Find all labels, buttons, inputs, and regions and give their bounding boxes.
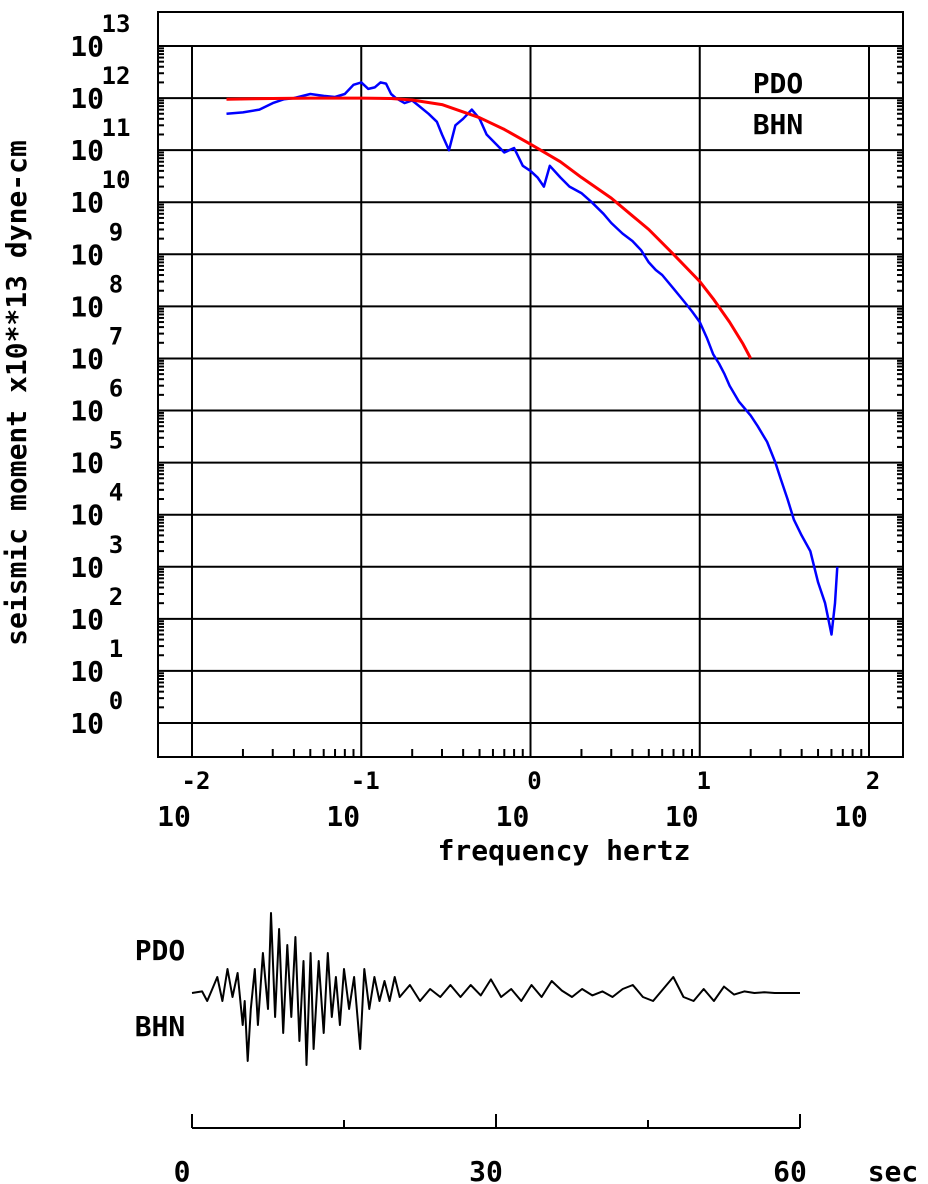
spectrum-series (226, 81, 839, 636)
y-tick-base: 10 (70, 342, 104, 375)
x-tick-exponent: 2 (866, 767, 880, 795)
time-axis-ticks (191, 1114, 801, 1128)
y-axis-label: seismic moment x10**13 dyne-cm (0, 140, 33, 646)
x-axis-label: frequency hertz (438, 834, 691, 867)
x-tick-exponent: -1 (351, 767, 380, 795)
y-tick-exponent: 1 (109, 635, 123, 663)
x-tick-base: 10 (496, 800, 530, 833)
time-tick-labels: 0 30 60 (174, 1155, 807, 1184)
y-tick-base: 10 (70, 603, 104, 636)
x-tick-exponent: 0 (527, 767, 541, 795)
y-tick-base: 10 (70, 30, 104, 63)
seismogram-chart: PDO BHN 0 30 60 sec (135, 912, 919, 1184)
x-tick-base: 10 (157, 800, 191, 833)
y-tick-exponent: 9 (109, 218, 123, 246)
y-tick-base: 10 (70, 499, 104, 532)
y-tick-exponent: 11 (102, 114, 131, 142)
y-tick-base: 10 (70, 238, 104, 271)
y-tick-base: 10 (70, 447, 104, 480)
observed-spectrum-line (226, 81, 839, 636)
y-tick-base: 10 (70, 655, 104, 688)
y-tick-exponent: 5 (109, 427, 123, 455)
y-tick-base: 10 (70, 82, 104, 115)
x-tick-labels: -2 10 -1 10 0 10 1 10 2 10 (157, 767, 880, 833)
time-tick-label: 0 (174, 1155, 191, 1184)
y-tick-exponent: 2 (109, 583, 123, 611)
y-tick-exponent: 12 (102, 62, 131, 90)
y-tick-exponent: 4 (109, 479, 123, 507)
y-tick-base: 10 (70, 290, 104, 323)
x-tick-base: 10 (665, 800, 699, 833)
spectrum-component-label: BHN (753, 108, 804, 141)
y-tick-base: 10 (70, 551, 104, 584)
time-axis-unit: sec (868, 1155, 919, 1184)
y-tick-base: 10 (70, 186, 104, 219)
y-tick-base: 10 (70, 134, 104, 167)
spectrum-station-label: PDO (753, 67, 804, 100)
y-tick-labels: 1013101210111010109108107106105104103102… (70, 10, 130, 740)
trace-station-label: PDO (135, 934, 186, 967)
y-tick-exponent: 10 (102, 166, 131, 194)
seismogram-trace (191, 912, 800, 1066)
y-tick-exponent: 3 (109, 531, 123, 559)
y-tick-exponent: 13 (102, 10, 131, 38)
spectrum-grid (158, 45, 903, 757)
model-spectrum-line (226, 96, 753, 360)
trace-component-label: BHN (135, 1010, 186, 1043)
x-tick-base: 10 (834, 800, 868, 833)
spectrum-ticks (158, 47, 903, 757)
y-tick-base: 10 (70, 395, 104, 428)
y-tick-base: 10 (70, 707, 104, 740)
time-tick-label: 30 (469, 1155, 503, 1184)
x-tick-base: 10 (326, 800, 360, 833)
y-tick-exponent: 0 (109, 687, 123, 715)
y-tick-exponent: 7 (109, 322, 123, 350)
x-tick-exponent: 1 (697, 767, 711, 795)
spectrum-chart: 1013101210111010109108107106105104103102… (0, 10, 904, 867)
seismogram-series (191, 912, 800, 1066)
y-tick-exponent: 8 (109, 270, 123, 298)
time-tick-label: 60 (773, 1155, 807, 1184)
x-tick-exponent: -2 (182, 767, 211, 795)
y-tick-exponent: 6 (109, 375, 123, 403)
